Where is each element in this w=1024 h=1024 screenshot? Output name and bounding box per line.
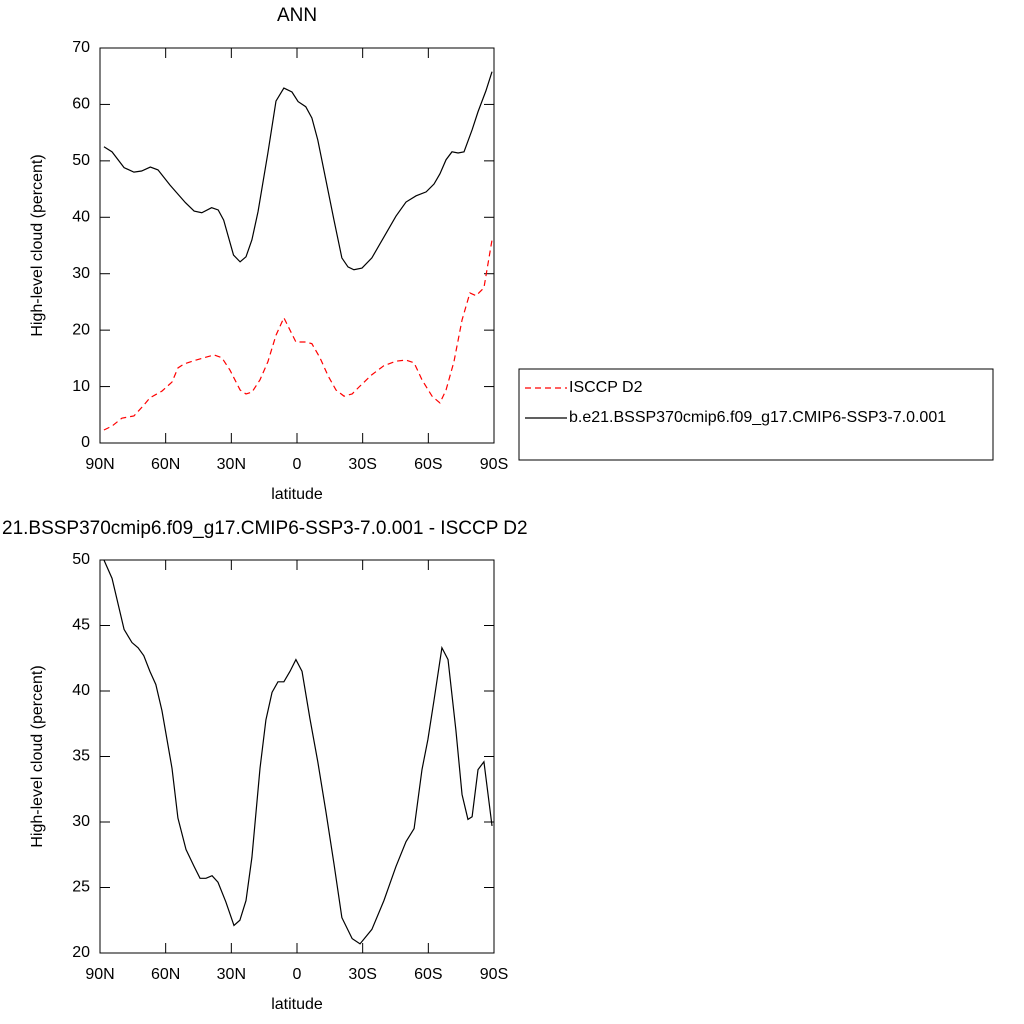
y-tick-label: 20	[72, 944, 90, 961]
x-tick-label: 60S	[414, 456, 442, 473]
x-tick-label: 60S	[414, 966, 442, 983]
x-axis-label: latitude	[271, 996, 323, 1013]
legend-label: b.e21.BSSP370cmip6.f09_g17.CMIP6-SSP3-7.…	[569, 409, 946, 426]
plot-frame	[99, 559, 495, 954]
x-tick-label: 90S	[480, 456, 508, 473]
x-tick-label: 90N	[85, 456, 114, 473]
y-tick-label: 45	[72, 617, 90, 634]
y-tick-label: 40	[72, 682, 90, 699]
chart-title: ANN	[277, 5, 317, 26]
y-tick-label: 30	[72, 265, 90, 282]
y-tick-label: 25	[72, 879, 90, 896]
x-tick-label: 60N	[151, 966, 180, 983]
series-line	[103, 71, 493, 271]
x-tick-label: 90S	[480, 966, 508, 983]
y-axis-label: High-level cloud (percent)	[29, 154, 46, 336]
plot-frame	[99, 47, 495, 444]
chart-title: 21.BSSP370cmip6.f09_g17.CMIP6-SSP3-7.0.0…	[2, 518, 528, 539]
series-line	[103, 559, 493, 945]
y-axis-label: High-level cloud (percent)	[29, 665, 46, 847]
x-tick-label: 30N	[217, 456, 246, 473]
y-tick-label: 40	[72, 209, 90, 226]
x-tick-label: 0	[293, 966, 302, 983]
y-tick-label: 60	[72, 96, 90, 113]
x-tick-label: 90N	[85, 966, 114, 983]
y-tick-label: 35	[72, 748, 90, 765]
legend-box	[518, 368, 994, 461]
y-tick-label: 10	[72, 378, 90, 395]
x-axis-label: latitude	[271, 486, 323, 503]
y-tick-label: 20	[72, 321, 90, 338]
y-tick-label: 70	[72, 39, 90, 56]
y-tick-label: 30	[72, 813, 90, 830]
y-tick-label: 50	[72, 551, 90, 568]
series-line	[103, 239, 493, 431]
x-tick-label: 30S	[348, 966, 376, 983]
y-tick-label: 50	[72, 152, 90, 169]
x-tick-label: 30N	[217, 966, 246, 983]
x-tick-label: 0	[293, 456, 302, 473]
x-tick-label: 30S	[348, 456, 376, 473]
legend-label: ISCCP D2	[569, 379, 643, 396]
y-tick-label: 0	[81, 434, 90, 451]
x-tick-label: 60N	[151, 456, 180, 473]
